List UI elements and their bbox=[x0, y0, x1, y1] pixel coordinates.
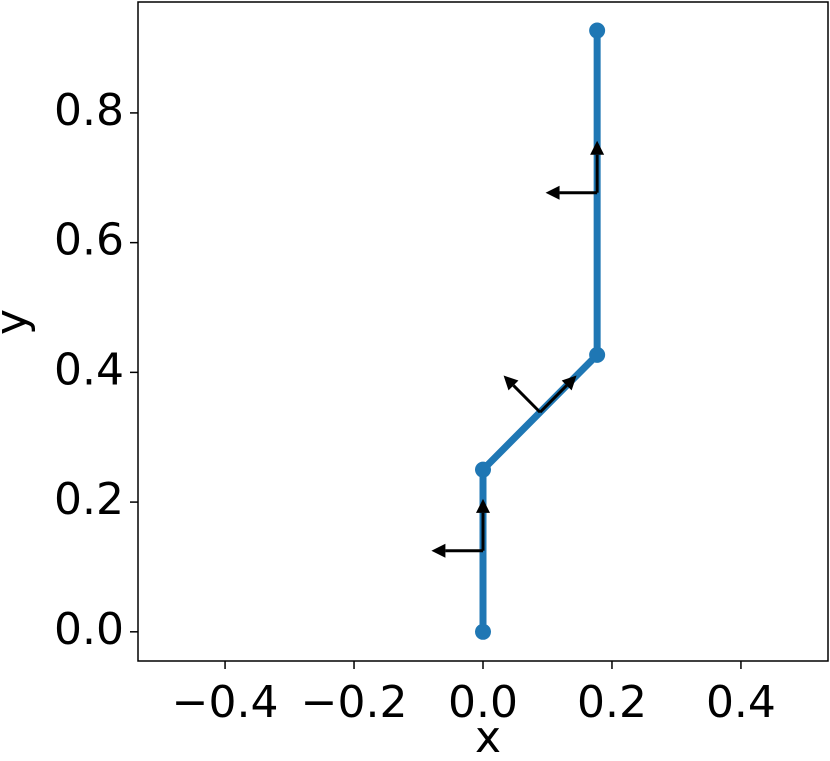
frame-arrow-normal bbox=[431, 543, 483, 558]
y-tick-label: 0.2 bbox=[54, 474, 124, 525]
line bbox=[479, 30, 601, 632]
point bbox=[475, 623, 491, 640]
point bbox=[589, 22, 606, 39]
x-tick-label: −0.4 bbox=[172, 677, 279, 728]
y-tick-label: 0.0 bbox=[54, 604, 124, 655]
y-axis-label: y bbox=[0, 309, 37, 335]
x-tick-label: 0.4 bbox=[706, 677, 776, 728]
x-tick-label: 0.2 bbox=[577, 677, 647, 728]
point bbox=[589, 346, 606, 363]
frame-arrow-heading bbox=[539, 375, 577, 414]
y-tick-label: 0.4 bbox=[54, 344, 124, 395]
x-tick-label: 0.0 bbox=[448, 677, 518, 728]
y-tick-label: 0.6 bbox=[54, 215, 124, 266]
x-axis-label: x bbox=[475, 712, 501, 757]
frame-arrow-normal bbox=[503, 375, 542, 414]
frame-arrow-heading bbox=[476, 498, 490, 551]
frame-arrow-heading bbox=[590, 140, 605, 193]
x-tick-label: −0.2 bbox=[301, 677, 408, 728]
frame-arrow-normal bbox=[545, 185, 598, 200]
point bbox=[475, 461, 491, 478]
y-tick-label: 0.8 bbox=[54, 85, 124, 136]
